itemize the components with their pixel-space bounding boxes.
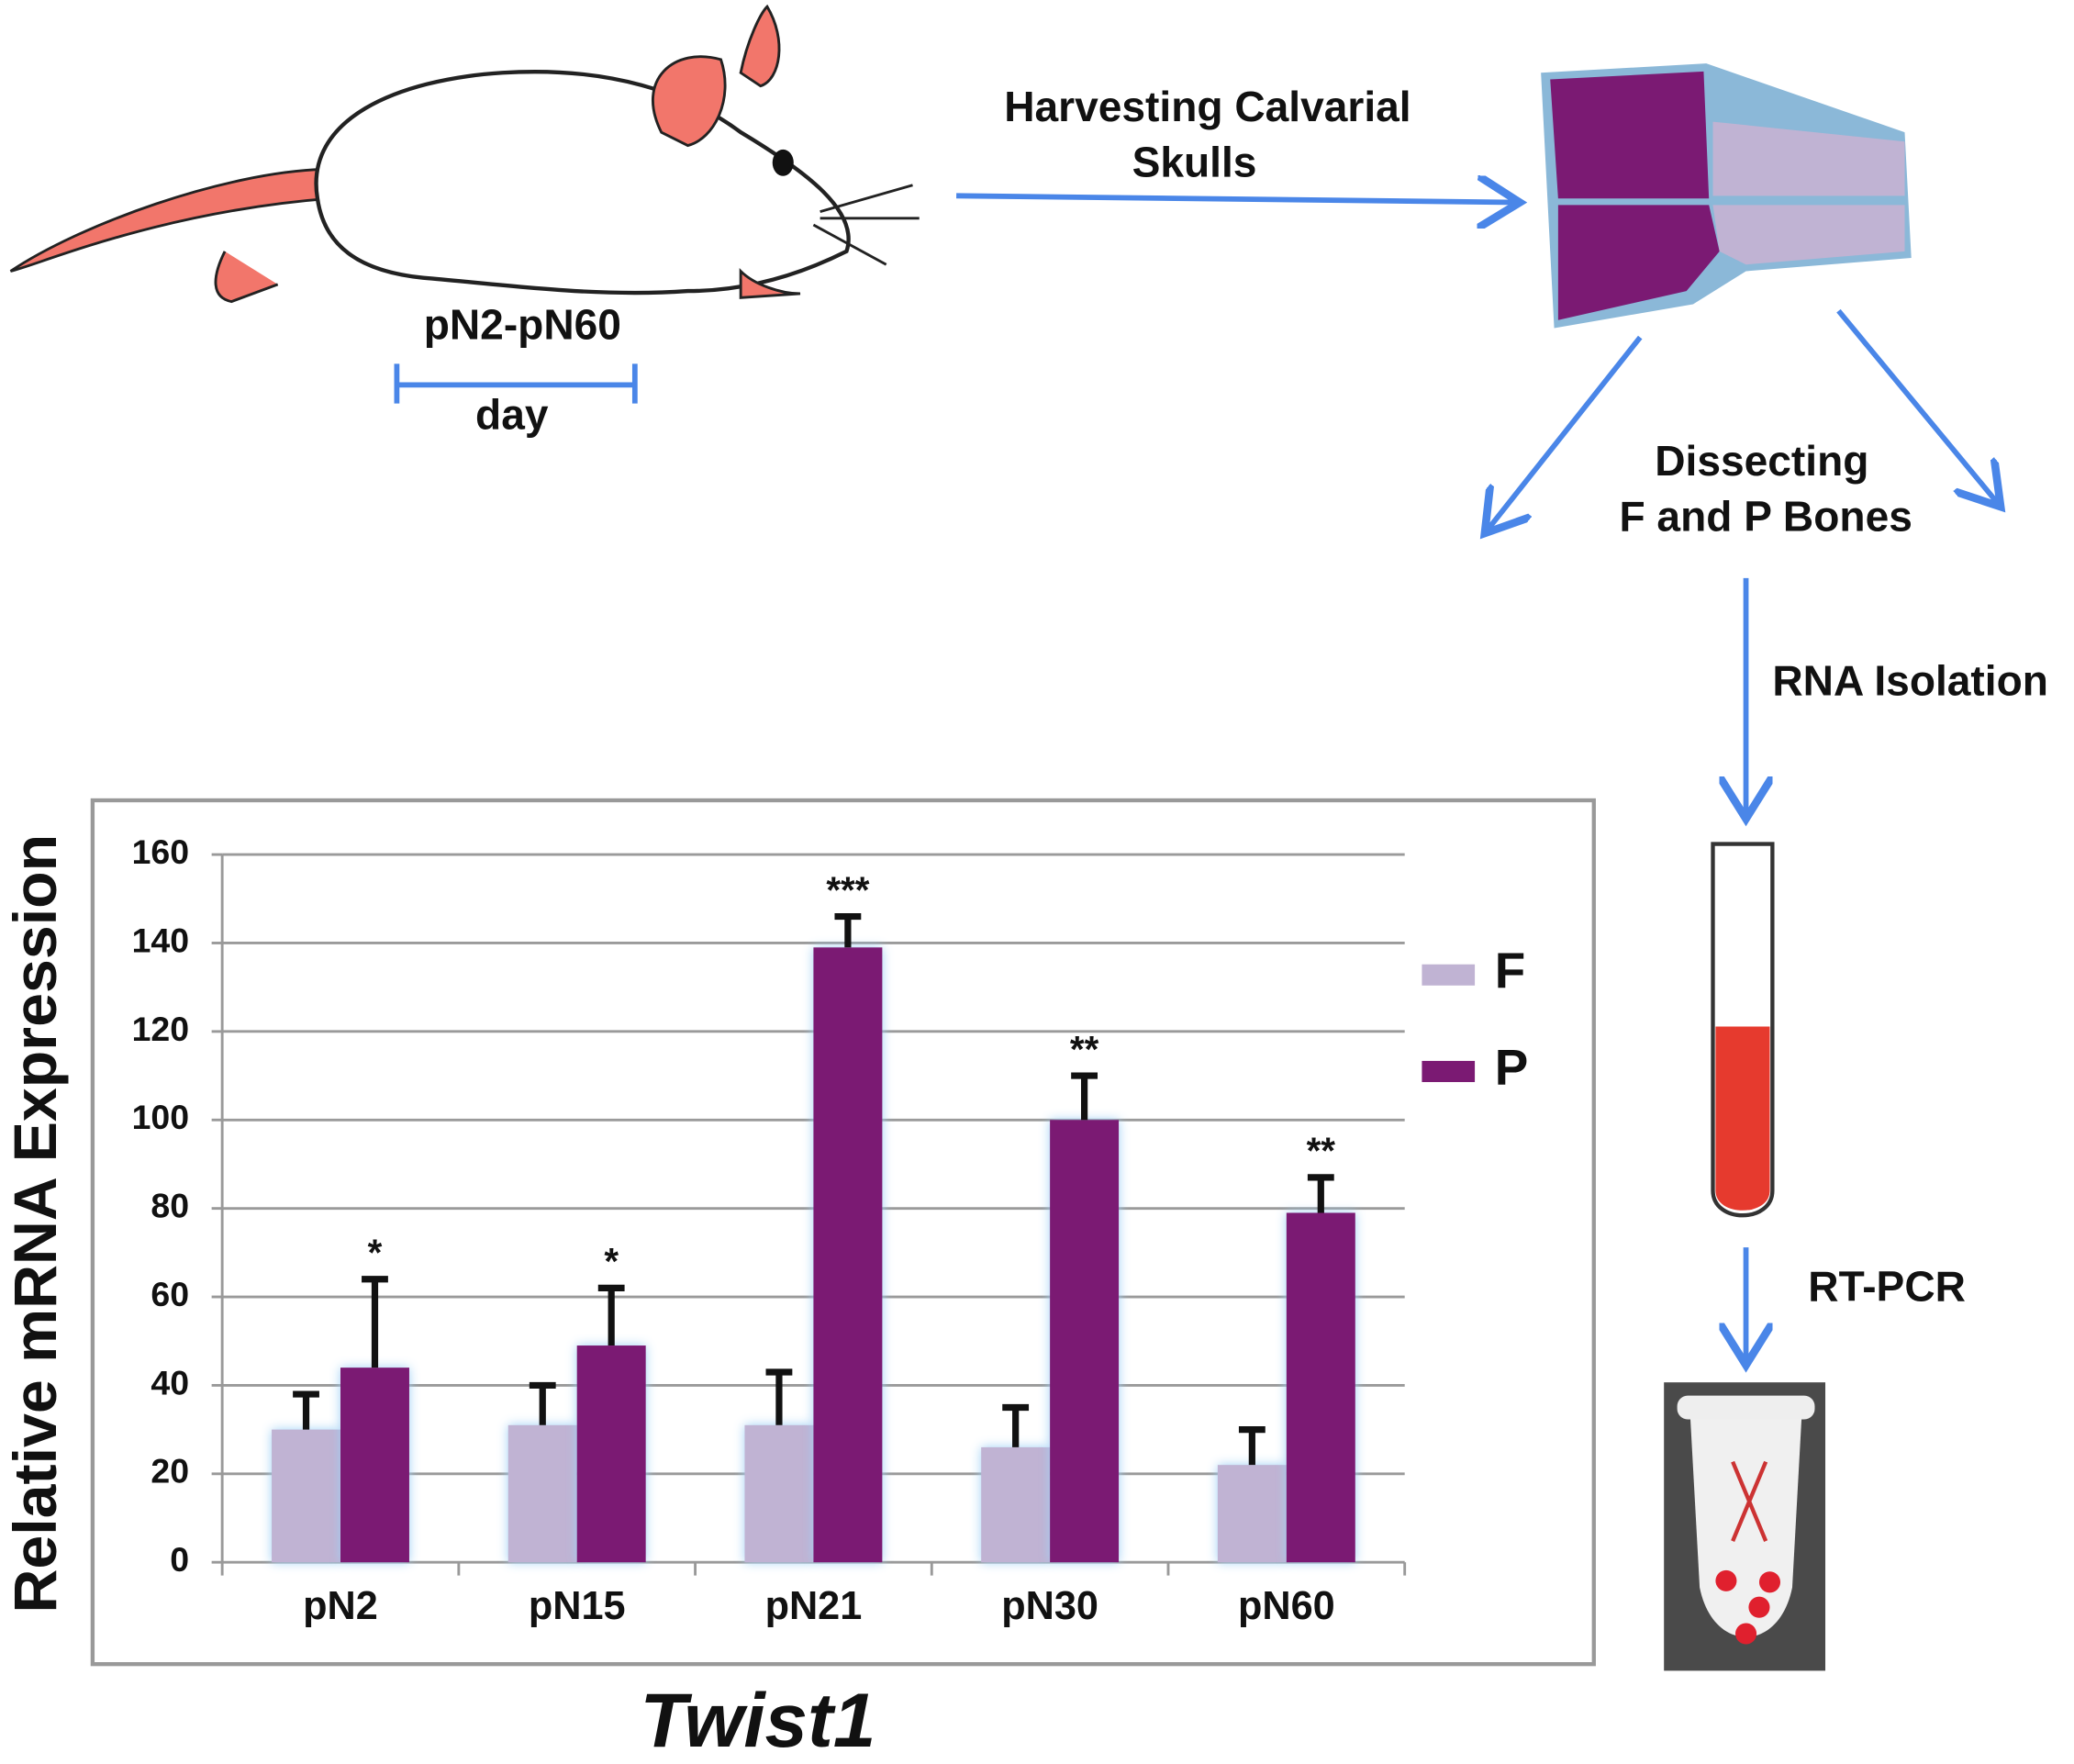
bar: [507, 1424, 577, 1563]
error-bar: [834, 912, 862, 948]
legend-swatch: [1422, 964, 1476, 986]
y-tick-label: 120: [132, 1010, 190, 1048]
error-bar: [362, 1276, 388, 1368]
arrow: [956, 195, 1514, 202]
error-bar: [1002, 1403, 1030, 1447]
error-bar: [597, 1284, 625, 1346]
error-bar: [765, 1368, 793, 1425]
y-tick-label: 0: [170, 1540, 189, 1579]
arrow: [1488, 335, 1643, 530]
bar: [1217, 1465, 1287, 1563]
significance-label: ***: [826, 868, 869, 910]
y-axis-title: Relative mRNA Expression: [2, 834, 70, 1613]
step-label: RT-PCR: [1808, 1262, 1966, 1310]
legend-swatch: [1422, 1060, 1476, 1082]
step-label: Dissecting: [1655, 437, 1868, 485]
error-bar: [529, 1381, 556, 1425]
significance-label: *: [368, 1231, 383, 1273]
pcr-tube-drawing: [1664, 1382, 1826, 1671]
significance-label: *: [604, 1240, 619, 1282]
x-tick-label: pN15: [529, 1584, 626, 1628]
skull-drawing: [1541, 63, 1912, 329]
bar: [576, 1345, 646, 1563]
error-bar: [1238, 1426, 1266, 1466]
step-label: Skulls: [1132, 138, 1257, 185]
x-axis-title: Twist1: [640, 1677, 875, 1763]
x-tick-label: pN30: [1001, 1584, 1098, 1628]
age-bar: [394, 363, 638, 404]
step-label: F and P Bones: [1619, 493, 1912, 541]
x-tick-label: pN2: [303, 1584, 378, 1628]
y-tick-label: 80: [151, 1187, 189, 1225]
step-label: RNA Isolation: [1772, 656, 2048, 704]
error-bar: [1071, 1072, 1098, 1121]
x-tick-label: pN21: [765, 1584, 863, 1628]
bar: [340, 1368, 409, 1563]
y-tick-label: 100: [132, 1098, 190, 1136]
significance-label: **: [1307, 1130, 1336, 1172]
y-tick-label: 40: [151, 1363, 189, 1401]
significance-label: **: [1070, 1028, 1099, 1070]
bar: [1050, 1120, 1120, 1563]
bar: [744, 1424, 814, 1563]
mouse-drawing: [9, 4, 920, 304]
arrow: [1836, 308, 1997, 503]
error-bar: [293, 1390, 319, 1430]
y-tick-label: 60: [151, 1275, 189, 1313]
y-tick-label: 140: [132, 921, 190, 959]
age-range: pN2-pN60: [424, 301, 621, 349]
bar: [272, 1429, 341, 1563]
bar: [813, 947, 883, 1563]
y-tick-label: 160: [132, 832, 190, 871]
step-label: Harvesting Calvarial: [1004, 83, 1411, 130]
plot-area: 0 20 40 60 80 100 120 140 160 pN2 * pN15 * pN21 *** pN3…: [132, 832, 1529, 1628]
age-unit: day: [475, 391, 549, 439]
legend-label: F: [1495, 943, 1525, 999]
y-tick-label: 20: [151, 1452, 189, 1490]
legend-label: P: [1495, 1039, 1529, 1096]
x-tick-label: pN60: [1238, 1584, 1335, 1628]
tube-drawing: [1711, 842, 1775, 1218]
chart-frame: [90, 798, 1596, 1667]
bar: [981, 1446, 1051, 1563]
error-bar: [1307, 1174, 1334, 1213]
bar: [1286, 1212, 1355, 1563]
